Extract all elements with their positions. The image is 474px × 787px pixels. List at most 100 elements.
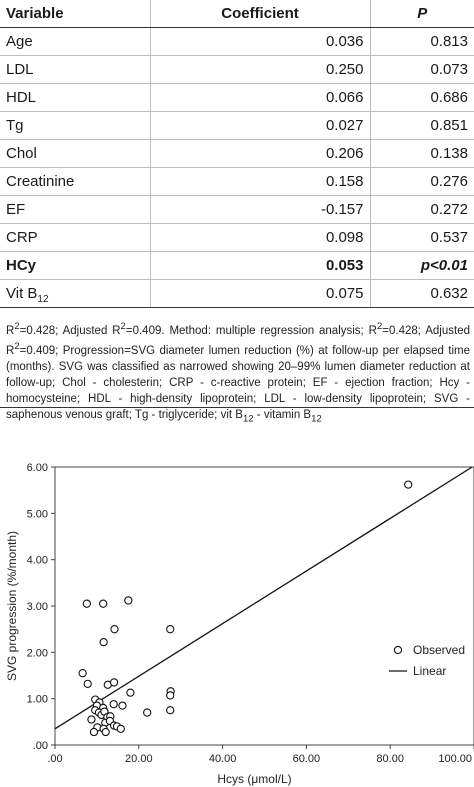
observed-point — [101, 727, 110, 737]
cell-variable: EF — [0, 195, 150, 224]
cell-coefficient: -0.157 — [149, 195, 370, 224]
cell-p: 0.632 — [369, 279, 474, 308]
observed-point — [99, 637, 108, 647]
scatter-chart: .00 1.00 2.00 3.00 4.00 5.00 6.00 .00 20.00 40.00… — [5, 462, 474, 786]
cell-coefficient: 0.206 — [149, 139, 370, 168]
table-row: Tg 0.027 0.851 — [0, 111, 474, 140]
variable-subscript: 12 — [37, 294, 49, 305]
table-row-highlight: HCy 0.053 p<0.01 — [0, 251, 474, 280]
y-tick-label: 4.00 — [27, 555, 48, 567]
table-row: Age 0.036 0.813 — [0, 27, 474, 56]
fn-sup: 2 — [120, 321, 126, 332]
cell-coefficient: 0.053 — [149, 251, 370, 280]
x-tick-label: 60.00 — [293, 753, 321, 765]
observed-point — [89, 727, 99, 737]
cell-p: 0.686 — [369, 83, 474, 112]
cell-coefficient: 0.027 — [149, 111, 370, 140]
cell-p: 0.537 — [369, 223, 474, 252]
variable-text: Vit B — [6, 285, 38, 302]
y-tick-label: 5.00 — [27, 508, 48, 520]
table-row: HDL 0.066 0.686 — [0, 83, 474, 112]
cell-variable: Tg — [0, 111, 150, 140]
observed-point — [82, 599, 91, 608]
observed-point — [118, 701, 127, 710]
observed-point — [143, 708, 152, 717]
x-tick-label: 100.00 — [438, 753, 472, 765]
observed-point — [166, 706, 175, 715]
y-tick-label: 3.00 — [27, 601, 48, 613]
legend-linear-label: Linear — [413, 664, 446, 678]
cell-p: 0.276 — [369, 167, 474, 196]
legend-observed-marker — [393, 645, 403, 655]
x-tick-label: 20.00 — [125, 753, 153, 765]
observed-point — [83, 679, 92, 688]
regression-table: Variable Coefficient P Age 0.036 0.813 L… — [0, 0, 474, 308]
fn-sup: 2 — [14, 340, 20, 352]
x-tick-label: .00 — [47, 753, 62, 765]
table-row: Chol 0.206 0.138 — [0, 139, 474, 168]
y-tick-label: 2.00 — [27, 647, 48, 659]
observed-point — [116, 724, 125, 733]
observed-point — [99, 599, 108, 608]
observed-point — [404, 480, 413, 489]
cell-variable: Age — [0, 27, 150, 56]
cell-p: 0.813 — [369, 27, 474, 56]
y-tick-label: 1.00 — [27, 694, 48, 706]
fn-text: =0.409; Progression=SVG diameter lumen r… — [6, 344, 470, 421]
table-row: Creatinine 0.158 0.276 — [0, 167, 474, 196]
cell-coefficient: 0.250 — [149, 55, 370, 84]
x-axis-title: Hcys (μmol/L) — [217, 772, 291, 786]
linear-fit-line — [54, 466, 473, 730]
plot-frame — [54, 466, 474, 746]
fn-text: R — [6, 324, 15, 337]
x-tick-label: 80.00 — [376, 753, 404, 765]
fn-sup: 2 — [376, 321, 383, 332]
y-tick-label: 6.00 — [27, 462, 48, 474]
table-row: Vit B12 0.075 0.632 — [0, 279, 474, 308]
table-header-row: Variable Coefficient P — [0, 0, 474, 28]
observed-point — [166, 625, 175, 634]
cell-coefficient: 0.098 — [149, 223, 370, 252]
header-p: P — [369, 0, 474, 28]
cell-coefficient: 0.075 — [149, 279, 370, 308]
x-tick-label: 40.00 — [209, 753, 237, 765]
observed-point — [110, 625, 119, 634]
cell-variable: HCy — [0, 251, 150, 280]
cell-variable: CRP — [0, 223, 150, 252]
cell-p: 0.138 — [369, 139, 474, 168]
cell-coefficient: 0.066 — [149, 83, 370, 112]
fn-sup: 2 — [14, 321, 20, 332]
table-footnote: R2=0.428; Adjusted R2=0.409. Method: mul… — [6, 319, 470, 427]
observed-point — [87, 715, 96, 724]
observed-point — [78, 669, 87, 678]
cell-p: 0.851 — [369, 111, 474, 140]
fn-sub: 12 — [242, 412, 254, 424]
legend-observed-label: Observed — [413, 643, 465, 657]
footnote-bottom-rule — [0, 407, 474, 408]
fn-text: - vitamin B — [253, 408, 312, 421]
cell-variable: LDL — [0, 55, 150, 84]
cell-variable: Creatinine — [0, 167, 150, 196]
cell-variable: Chol — [0, 139, 150, 168]
fn-text: =0.428; Adjusted R — [19, 324, 121, 337]
table-row: LDL 0.250 0.073 — [0, 55, 474, 84]
observed-point — [126, 688, 135, 697]
cell-coefficient: 0.158 — [149, 167, 370, 196]
cell-p: p<0.01 — [369, 251, 474, 280]
observed-point — [124, 596, 133, 605]
plot-area: .00 1.00 2.00 3.00 4.00 5.00 6.00 .00 20.00 40.00… — [5, 462, 474, 786]
y-axis-title: SVG progression (%/month) — [5, 531, 19, 681]
table-row: CRP 0.098 0.537 — [0, 223, 474, 252]
cell-coefficient: 0.036 — [149, 27, 370, 56]
observed-point — [166, 691, 175, 700]
table-row: EF -0.157 0.272 — [0, 195, 474, 224]
header-coefficient: Coefficient — [149, 0, 370, 28]
fn-sub: 12 — [311, 412, 322, 424]
y-tick-label: .00 — [33, 740, 48, 752]
observed-point — [109, 700, 118, 709]
cell-variable: HDL — [0, 83, 150, 112]
fn-text: =0.428; Adjusted R — [6, 324, 470, 357]
cell-variable: Vit B12 — [0, 279, 150, 308]
cell-p: 0.272 — [369, 195, 474, 224]
